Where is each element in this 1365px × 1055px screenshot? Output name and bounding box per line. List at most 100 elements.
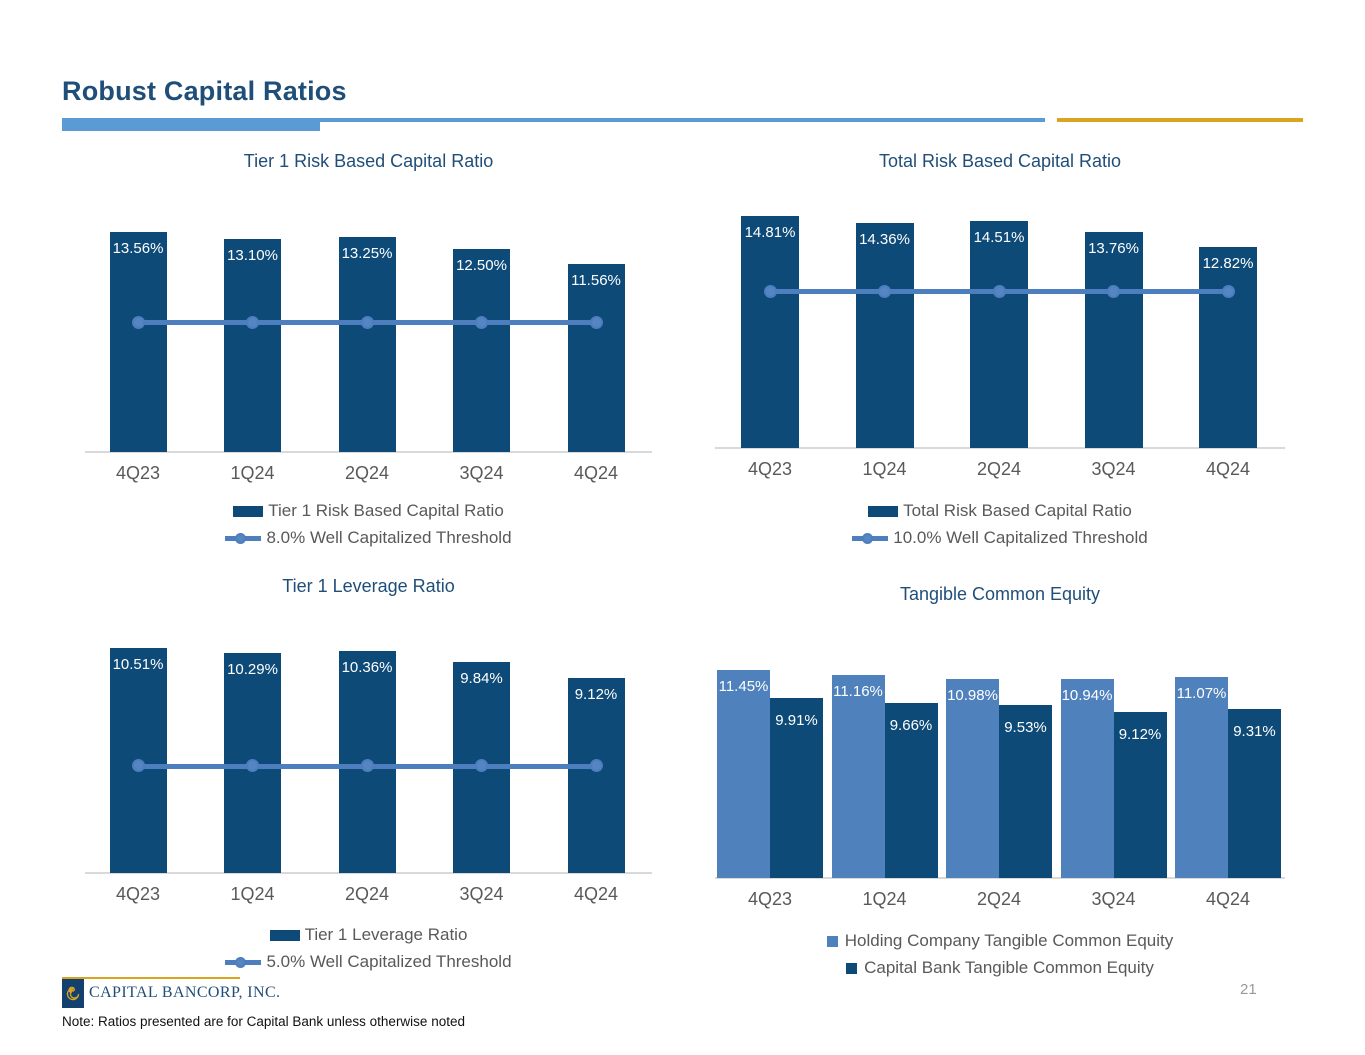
bar-value-label: 9.12% <box>1118 726 1162 744</box>
bar-value-label: 9.12% <box>574 685 618 703</box>
bar-value-label: 13.76% <box>1088 240 1139 258</box>
legend-label: 10.0% Well Capitalized Threshold <box>893 528 1148 547</box>
x-axis-label: 3Q24 <box>1091 889 1136 909</box>
threshold-marker <box>360 759 374 773</box>
bar-value-label: 12.50% <box>456 257 507 275</box>
bar <box>946 678 999 878</box>
threshold-marker <box>1107 284 1120 298</box>
threshold-marker <box>878 284 891 298</box>
threshold-marker <box>1221 284 1235 298</box>
header-rule-blue-thick <box>62 118 320 131</box>
x-axis-line <box>85 451 652 453</box>
chart-total-risk-based-capital-ratio: 14.81% 14.36% 14.51% 13.76% 12.82% 4Q23 1Q24 2Q… <box>715 216 1285 493</box>
bar <box>224 239 281 452</box>
x-axis-label: 3Q24 <box>1091 459 1136 479</box>
chart-tier1-risk-based-capital-ratio: 13.56% 13.10% 13.25% 12.50% 11.56% 4Q23 1Q24 2Q… <box>85 232 652 497</box>
legend-total-risk: Total Risk Based Capital Ratio 10.0% Well… <box>715 501 1285 548</box>
chart-tangible-common-equity: 11.45% 11.16% 10.98% 10.94% 11.07% 9.91% 9.66%… <box>715 670 1285 923</box>
threshold-marker <box>131 315 145 329</box>
bar-value-label: 9.91% <box>775 711 818 729</box>
bar-value-label: 10.29% <box>227 660 278 678</box>
chart-title-total-risk: Total Risk Based Capital Ratio <box>878 151 1122 171</box>
x-axis-label: 1Q24 <box>230 463 275 483</box>
chart-title-tier1-risk: Tier 1 Risk Based Capital Ratio <box>243 151 494 171</box>
bar <box>567 677 625 873</box>
x-axis-label: 3Q24 <box>459 884 504 904</box>
bar <box>1084 232 1143 448</box>
bar-value-label: 13.25% <box>341 245 393 263</box>
x-axis-label: 4Q23 <box>747 459 793 479</box>
threshold-marker <box>589 759 603 773</box>
bar <box>884 702 938 878</box>
legend-tce: Holding Company Tangible Common Equity Ca… <box>715 931 1285 978</box>
legend-swatch-icon <box>846 962 858 974</box>
bar-value-label: 9.84% <box>460 670 503 688</box>
x-axis-label: 4Q24 <box>1205 459 1251 479</box>
bar-value-label: 10.51% <box>112 656 164 673</box>
bar-value-label: 10.98% <box>947 686 998 704</box>
bar <box>970 220 1028 448</box>
x-axis-label: 4Q23 <box>115 463 161 483</box>
legend-label: Total Risk Based Capital Ratio <box>903 501 1132 520</box>
bar-value-label: 13.10% <box>227 247 278 265</box>
legend-dot-icon <box>862 532 874 544</box>
logo-text: CAPITAL BANCORP, INC. <box>89 984 281 1001</box>
x-axis-label: 4Q23 <box>115 884 161 904</box>
legend-label: Holding Company Tangible Common Equity <box>844 931 1174 950</box>
legend-label: 8.0% Well Capitalized Threshold <box>266 528 512 547</box>
bar <box>741 216 799 448</box>
bar-value-label: 11.07% <box>1176 684 1227 702</box>
legend-label: Tier 1 Risk Based Capital Ratio <box>268 501 504 520</box>
x-axis-label: 1Q24 <box>862 889 907 909</box>
legend-label: 5.0% Well Capitalized Threshold <box>266 952 512 971</box>
x-axis-label: 4Q24 <box>1205 889 1251 909</box>
bar-value-label: 9.66% <box>889 716 933 734</box>
header-rule-blue <box>62 118 1045 122</box>
bar <box>717 670 770 878</box>
x-axis-label: 4Q24 <box>573 463 619 483</box>
x-axis-label: 2Q24 <box>344 884 390 904</box>
bar-value-label: 10.36% <box>341 659 393 677</box>
legend-label: Capital Bank Tangible Common Equity <box>864 958 1154 977</box>
bar <box>855 223 914 448</box>
footnote: Note: Ratios presented are for Capital B… <box>62 1014 465 1029</box>
chart-tier1-leverage-ratio: 10.51% 10.29% 10.36% 9.84% 9.12% 4Q23 1Q24 2Q24… <box>85 648 652 918</box>
legend-item: 10.0% Well Capitalized Threshold <box>852 528 1148 548</box>
bar <box>109 232 167 452</box>
x-axis-label: 1Q24 <box>230 884 275 904</box>
legend-dot-icon <box>235 956 247 968</box>
legend-item: Capital Bank Tangible Common Equity <box>846 958 1154 978</box>
bar-value-label: 13.56% <box>112 240 164 257</box>
legend-swatch-icon <box>233 505 264 517</box>
bar <box>1175 676 1228 878</box>
x-axis-label: 2Q24 <box>976 889 1022 909</box>
logo-gold-line <box>62 977 240 979</box>
legend-swatch-icon <box>269 929 300 941</box>
legend-swatch-icon <box>826 935 838 947</box>
legend-line-swatch-icon <box>852 532 889 545</box>
threshold-marker <box>246 315 259 329</box>
legend-dot-icon <box>235 532 247 544</box>
x-axis-label: 4Q23 <box>747 889 793 909</box>
bar <box>1228 708 1281 878</box>
x-axis-line <box>715 447 1285 449</box>
bar <box>1199 247 1257 448</box>
header-rule-gold <box>1057 118 1303 122</box>
legend-swatch-icon <box>868 505 899 517</box>
bar-value-label: 12.82% <box>1202 255 1254 273</box>
bar <box>999 704 1052 878</box>
bar <box>1060 679 1114 878</box>
bar-value-label: 11.16% <box>833 683 883 701</box>
x-axis-label: 3Q24 <box>459 463 504 483</box>
threshold-marker <box>246 759 259 773</box>
threshold-marker <box>131 759 145 773</box>
bar <box>770 697 823 878</box>
legend-item: Tier 1 Risk Based Capital Ratio <box>233 501 504 521</box>
bar-value-label: 14.81% <box>744 224 796 241</box>
x-axis-line <box>85 872 652 874</box>
threshold-marker <box>360 315 374 329</box>
legend-tier1-risk: Tier 1 Risk Based Capital Ratio 8.0% Well… <box>85 501 652 548</box>
legend-label: Tier 1 Leverage Ratio <box>304 925 468 944</box>
logo-spiral-icon <box>62 979 84 1008</box>
